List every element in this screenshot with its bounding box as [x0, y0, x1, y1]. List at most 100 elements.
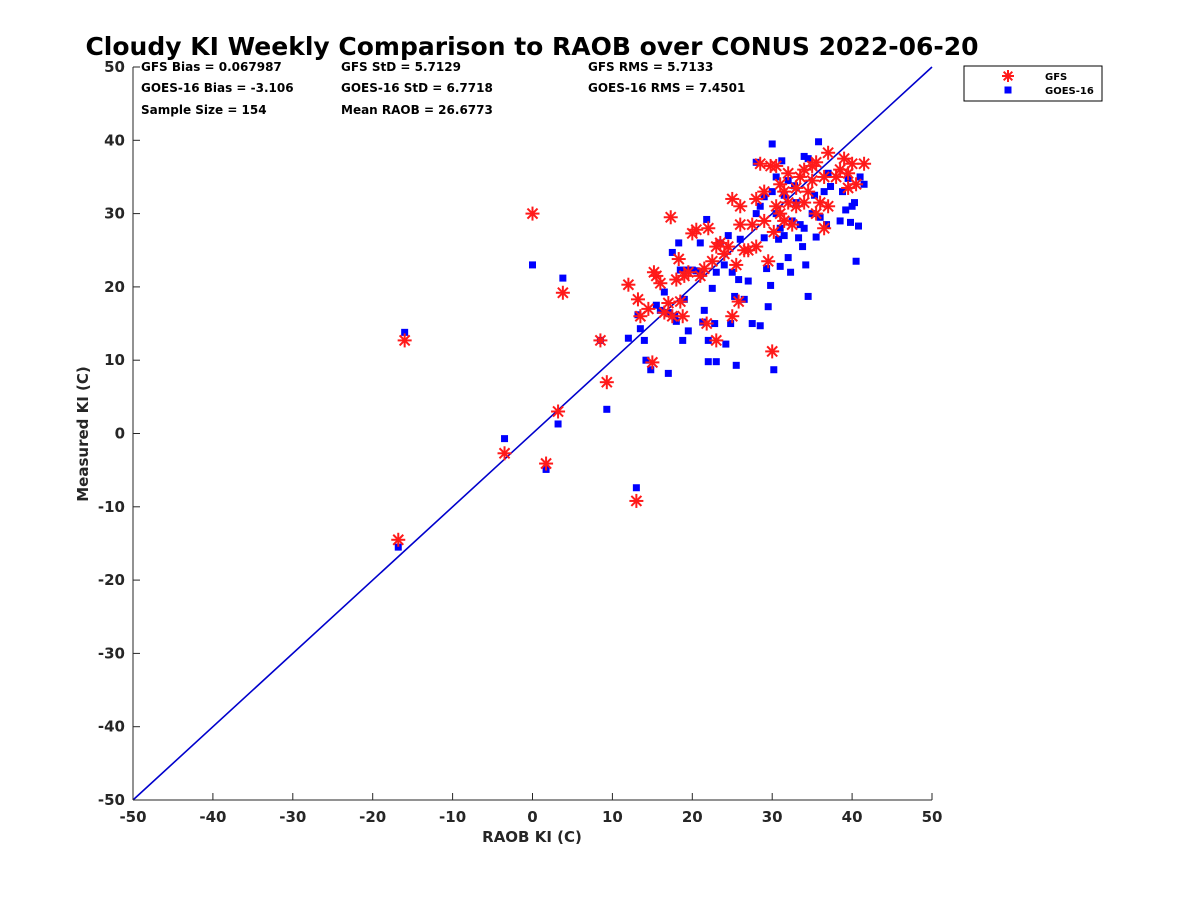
gfs-point	[681, 265, 696, 280]
goes16-point	[679, 336, 687, 344]
gfs-point	[653, 276, 668, 291]
gfs-point	[641, 301, 656, 316]
goes16-point	[554, 420, 562, 428]
goes16-point	[800, 224, 808, 232]
goes16-point	[676, 266, 684, 274]
series-layer	[391, 138, 872, 551]
goes16-point	[720, 261, 728, 269]
goes16-point	[815, 138, 823, 146]
goes16-point	[848, 202, 856, 210]
gfs-point	[745, 217, 760, 232]
gfs-point	[845, 156, 860, 171]
gfs-point	[701, 221, 716, 236]
goes16-point	[752, 210, 760, 218]
gfs-point	[821, 145, 836, 160]
legend-marker-goes16	[1004, 86, 1012, 94]
x-tick-label: 10	[602, 808, 623, 826]
goes16-point	[501, 435, 509, 443]
y-tick-label: -50	[98, 791, 125, 809]
gfs-point	[817, 169, 832, 184]
gfs-point	[599, 375, 614, 390]
goes16-point	[603, 405, 611, 413]
goes16-point	[767, 281, 775, 289]
goes16-point	[854, 222, 862, 230]
goes16-point	[768, 188, 776, 196]
x-tick-label: -30	[279, 808, 306, 826]
gfs-point	[753, 156, 768, 171]
goes16-point	[703, 215, 711, 223]
goes16-point	[656, 306, 664, 314]
goes16-point	[624, 334, 632, 342]
goes16-point	[652, 301, 660, 309]
goes16-point	[764, 303, 772, 311]
goes16-point	[787, 268, 795, 276]
goes16-point	[756, 322, 764, 330]
y-tick-label: 40	[104, 131, 125, 149]
legend: GFS GOES-16	[963, 65, 1103, 102]
gfs-point	[689, 222, 704, 237]
goes16-point	[778, 157, 786, 165]
gfs-point	[555, 285, 570, 300]
goes16-point	[684, 327, 692, 335]
gfs-point	[671, 252, 686, 267]
gfs-point	[769, 158, 784, 173]
y-tick-label: -40	[98, 718, 125, 736]
goes16-point	[724, 232, 732, 240]
gfs-point	[725, 191, 740, 206]
y-axis: -50 -40 -30 -20 -10 0 10 20 30 40 50	[98, 58, 140, 809]
gfs-point	[661, 296, 676, 311]
goes16-point	[675, 239, 683, 247]
x-tick-label: 0	[527, 808, 537, 826]
goes16-point	[800, 152, 808, 160]
gfs-point	[857, 156, 872, 171]
goes16-point	[704, 336, 712, 344]
goes16-point	[770, 366, 778, 374]
x-tick-label: -20	[359, 808, 386, 826]
gfs-point	[633, 309, 648, 324]
legend-label: GOES-16	[1045, 86, 1094, 97]
y-tick-label: -20	[98, 571, 125, 589]
goes16-point	[760, 234, 768, 242]
gfs-point	[777, 184, 792, 199]
goes16-point	[748, 320, 756, 328]
gfs-point	[731, 294, 746, 309]
gfs-point	[809, 155, 824, 170]
goes16-point	[740, 295, 748, 303]
goes16-point	[776, 262, 784, 270]
gfs-point	[525, 206, 540, 221]
goes16-point	[632, 484, 640, 492]
gfs-point	[629, 493, 644, 508]
stat-text: GOES-16 StD = 6.7718	[341, 81, 493, 95]
goes16-point	[664, 369, 672, 377]
goes16-point	[636, 325, 644, 333]
goes16-point	[784, 177, 792, 185]
y-tick-label: 0	[115, 425, 125, 443]
goes16-point	[660, 288, 668, 296]
gfs-point	[805, 173, 820, 188]
goes16-point	[799, 243, 807, 251]
y-tick-label: 20	[104, 278, 125, 296]
goes16-point	[839, 188, 847, 196]
one-to-one-line	[132, 66, 933, 801]
gfs-point	[497, 446, 512, 461]
goes16-point	[795, 234, 803, 242]
goes16-point	[647, 366, 655, 374]
legend-label: GFS	[1045, 72, 1067, 83]
goes16-point	[780, 232, 788, 240]
goes16-point	[529, 261, 536, 269]
goes16-point	[708, 284, 716, 292]
goes16-point	[847, 218, 855, 226]
goes16-point	[802, 261, 810, 269]
gfs-point	[630, 292, 645, 307]
gfs-point	[397, 333, 412, 348]
gfs-point	[765, 344, 780, 359]
goes16-point	[642, 356, 650, 364]
goes16-point	[804, 155, 812, 163]
chart-title: Cloudy KI Weekly Comparison to RAOB over…	[85, 32, 978, 61]
goes16-point	[712, 268, 720, 276]
goes16-point	[752, 158, 760, 166]
gfs-point	[621, 277, 636, 292]
gfs-point	[539, 456, 554, 471]
goes16-point	[696, 239, 704, 247]
